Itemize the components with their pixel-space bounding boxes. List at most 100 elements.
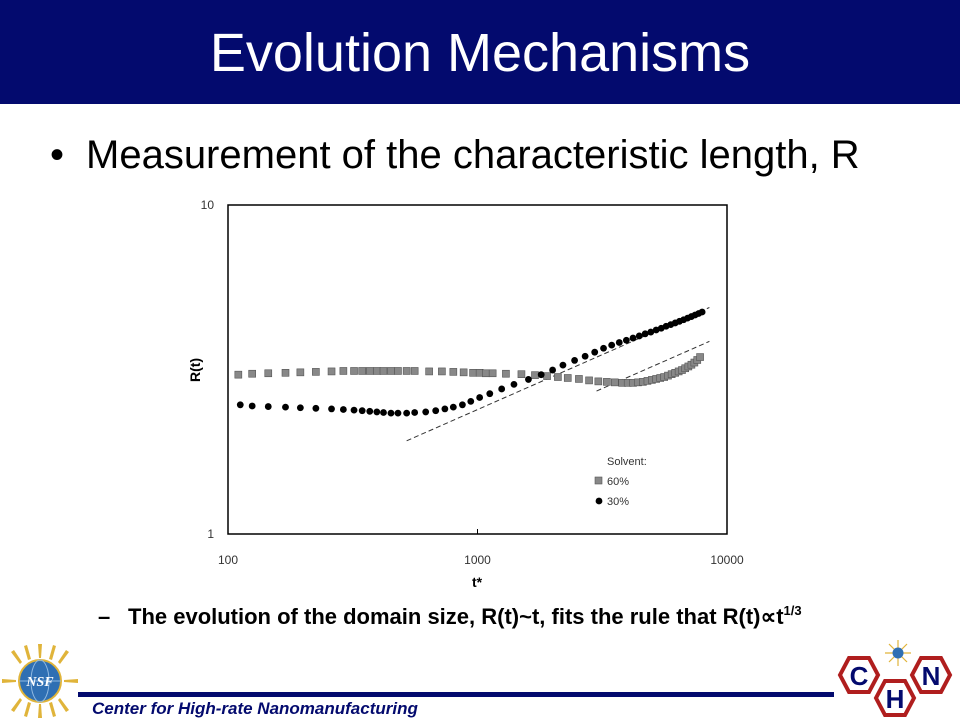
point-30: [411, 409, 419, 416]
point-30: [629, 334, 637, 342]
point-60: [488, 369, 497, 378]
footer-rule: [78, 692, 834, 697]
footer-text: Center for High-rate Nanomanufacturing: [92, 699, 418, 718]
point-60: [402, 367, 411, 375]
point-30: [537, 371, 545, 379]
point-30: [441, 405, 449, 413]
point-30: [581, 352, 589, 360]
point-30: [328, 405, 335, 413]
y-tick-label: 10: [201, 198, 215, 212]
point-60: [312, 368, 320, 376]
chn-logo: C N H: [837, 640, 953, 717]
point-30: [647, 328, 655, 336]
point-30: [476, 394, 484, 401]
point-30: [422, 408, 430, 416]
point-30: [559, 361, 567, 369]
point-30: [403, 409, 411, 417]
point-60: [410, 367, 419, 375]
chn-hex-n: [909, 656, 953, 694]
x-tick-label: 10000: [710, 553, 744, 567]
point-60: [594, 377, 603, 386]
point-60: [394, 367, 402, 375]
point-30: [459, 401, 466, 409]
point-30: [641, 330, 649, 338]
chn-globe-icon: [885, 640, 911, 666]
point-30: [387, 409, 395, 417]
point-60: [603, 378, 611, 386]
sub-bullet-main: The evolution of the domain size, R(t)~t…: [128, 604, 784, 629]
point-60: [425, 367, 433, 376]
point-30: [571, 357, 578, 364]
point-60: [248, 369, 256, 378]
point-30: [600, 344, 607, 352]
chn-hex-h: [873, 679, 917, 717]
point-30: [350, 406, 358, 414]
bullet-text: Measurement of the characteristic length…: [86, 133, 860, 177]
point-60: [531, 371, 539, 379]
point-60: [365, 367, 374, 375]
point-60: [563, 374, 572, 382]
point-60: [543, 372, 551, 380]
sub-bullet-exponent: 1/3: [783, 603, 802, 618]
point-30: [236, 401, 244, 409]
point-60: [449, 368, 458, 376]
point-60: [554, 373, 562, 381]
point-30: [358, 407, 366, 415]
point-30: [698, 308, 706, 316]
point-60: [387, 367, 395, 375]
point-60: [234, 370, 243, 379]
point-30: [449, 403, 457, 411]
point-60: [585, 376, 593, 385]
legend-marker-30: [595, 497, 603, 505]
point-30: [366, 407, 374, 415]
legend-marker-60: [594, 476, 603, 485]
legend-title: Solvent:: [607, 456, 647, 468]
point-60: [327, 367, 336, 376]
point-60: [469, 369, 477, 377]
nsf-logo-text: NSF: [25, 675, 54, 690]
legend-label-60: 60%: [607, 476, 629, 488]
log-log-scatter-chart: 100 1000 10000 1 10 t* R(t) Solvent: 60% 30…: [187, 198, 744, 590]
point-30: [549, 366, 557, 374]
point-30: [282, 403, 289, 411]
x-axis-label: t*: [472, 574, 483, 590]
chn-letter-c: C: [850, 661, 869, 691]
point-30: [498, 385, 506, 393]
legend-label-30: 30%: [607, 496, 629, 508]
point-30: [486, 390, 494, 398]
point-30: [296, 404, 304, 412]
point-30: [248, 402, 256, 410]
point-30: [312, 404, 320, 412]
title-bar: [0, 0, 960, 104]
x-tick-label: 1000: [464, 553, 491, 567]
point-30: [622, 336, 630, 344]
point-60: [373, 367, 381, 375]
legend: Solvent: 60% 30%: [594, 456, 647, 508]
point-30: [264, 403, 272, 410]
point-60: [696, 353, 704, 361]
y-axis-label: R(t): [187, 358, 203, 382]
point-60: [438, 367, 446, 376]
point-30: [510, 380, 518, 388]
point-30: [432, 407, 440, 415]
point-60: [502, 369, 510, 378]
point-60: [517, 370, 526, 378]
bullet-marker: •: [50, 133, 65, 177]
point-60: [379, 367, 388, 375]
chn-letter-h: H: [886, 684, 905, 714]
point-30: [373, 408, 381, 416]
point-60: [350, 367, 358, 375]
sub-bullet-dash: –: [98, 604, 111, 629]
point-60: [610, 378, 619, 387]
nsf-rays: [2, 644, 78, 718]
point-30: [380, 409, 387, 416]
point-30: [339, 406, 347, 413]
point-60: [358, 367, 366, 375]
point-30: [635, 332, 643, 340]
y-tick-label: 1: [207, 527, 214, 541]
point-30: [591, 348, 599, 356]
point-60: [281, 369, 290, 377]
point-60: [296, 368, 305, 377]
point-60: [264, 369, 273, 378]
point-60: [482, 369, 490, 378]
